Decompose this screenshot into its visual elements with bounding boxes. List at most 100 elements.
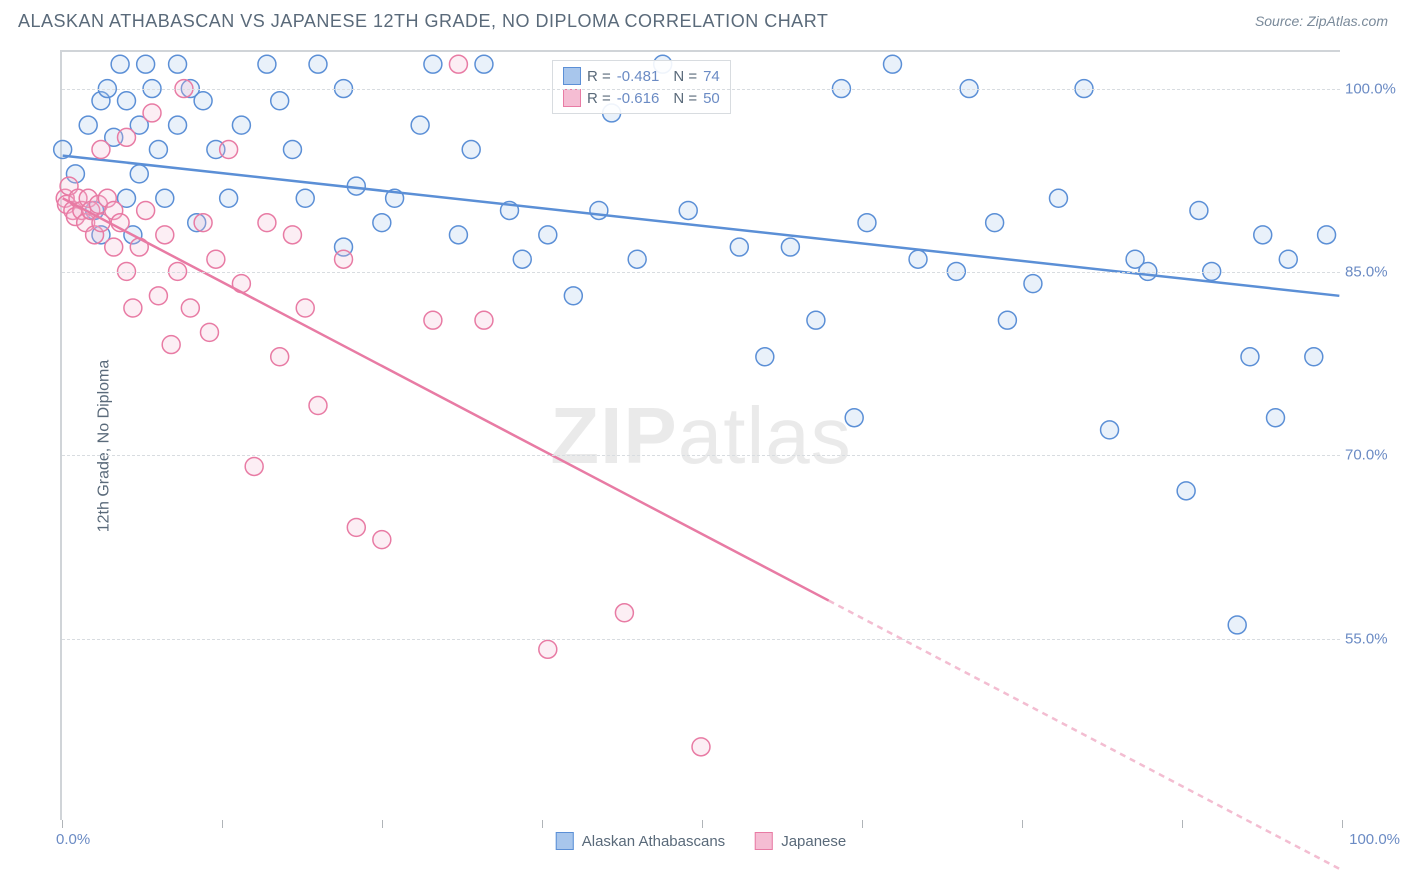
x-tick [862,820,863,828]
scatter-point-japanese [137,201,155,219]
legend-r-value-1: -0.616 [617,90,660,107]
scatter-point-japanese [449,55,467,73]
x-tick [62,820,63,828]
scatter-point-japanese [271,348,289,366]
scatter-point-alaskan_athabascans [137,55,155,73]
scatter-point-alaskan_athabascans [462,141,480,159]
scatter-point-alaskan_athabascans [283,141,301,159]
scatter-point-japanese [149,287,167,305]
legend-swatch-0 [563,67,581,85]
scatter-point-alaskan_athabascans [296,189,314,207]
legend-swatch-1 [563,89,581,107]
x-tick [1022,820,1023,828]
scatter-point-alaskan_athabascans [628,250,646,268]
scatter-point-japanese [105,238,123,256]
scatter-point-japanese [283,226,301,244]
scatter-point-japanese [335,250,353,268]
trend-line-alaskan_athabascans [63,156,1340,296]
scatter-point-alaskan_athabascans [309,55,327,73]
scatter-point-alaskan_athabascans [1318,226,1336,244]
scatter-point-alaskan_athabascans [1241,348,1259,366]
scatter-point-alaskan_athabascans [149,141,167,159]
legend-n-label-0: N = [673,68,697,85]
x-axis-min-label: 0.0% [56,831,90,848]
scatter-point-alaskan_athabascans [111,55,129,73]
scatter-point-alaskan_athabascans [194,92,212,110]
scatter-point-alaskan_athabascans [373,214,391,232]
scatter-point-alaskan_athabascans [590,201,608,219]
scatter-point-alaskan_athabascans [539,226,557,244]
trend-line-japanese [63,198,829,600]
legend-series-item-1: Japanese [755,832,846,850]
scatter-point-alaskan_athabascans [1049,189,1067,207]
scatter-point-alaskan_athabascans [1279,250,1297,268]
scatter-point-japanese [424,311,442,329]
scatter-point-japanese [143,104,161,122]
scatter-point-japanese [539,640,557,658]
scatter-point-alaskan_athabascans [998,311,1016,329]
legend-n-value-1: 50 [703,90,720,107]
scatter-point-alaskan_athabascans [845,409,863,427]
scatter-point-alaskan_athabascans [1305,348,1323,366]
scatter-point-alaskan_athabascans [1024,275,1042,293]
legend-r-label-1: R = [587,90,611,107]
scatter-point-japanese [296,299,314,317]
chart-container: ALASKAN ATHABASCAN VS JAPANESE 12TH GRAD… [0,0,1406,892]
scatter-point-alaskan_athabascans [220,189,238,207]
scatter-point-japanese [162,336,180,354]
legend-series-swatch-1 [755,832,773,850]
scatter-point-alaskan_athabascans [730,238,748,256]
legend-series-swatch-0 [556,832,574,850]
scatter-point-japanese [118,128,136,146]
y-tick-label: 85.0% [1345,264,1405,281]
scatter-point-japanese [92,141,110,159]
y-tick-label: 100.0% [1345,80,1405,97]
legend-series-label-0: Alaskan Athabascans [582,833,725,850]
legend-series: Alaskan Athabascans Japanese [556,832,847,850]
legend-stats-box: R = -0.481 N = 74 R = -0.616 N = 50 [552,60,731,114]
chart-title: ALASKAN ATHABASCAN VS JAPANESE 12TH GRAD… [18,11,828,32]
title-bar: ALASKAN ATHABASCAN VS JAPANESE 12TH GRAD… [0,0,1406,42]
scatter-point-alaskan_athabascans [909,250,927,268]
scatter-point-japanese [475,311,493,329]
legend-n-value-0: 74 [703,68,720,85]
legend-series-label-1: Japanese [781,833,846,850]
x-tick [542,820,543,828]
scatter-point-japanese [615,604,633,622]
scatter-point-alaskan_athabascans [169,55,187,73]
x-tick [1182,820,1183,828]
scatter-point-alaskan_athabascans [884,55,902,73]
trend-line-dashed-japanese [829,601,1340,869]
x-tick [222,820,223,828]
scatter-point-japanese [181,299,199,317]
scatter-point-alaskan_athabascans [475,55,493,73]
legend-r-label-0: R = [587,68,611,85]
legend-stats-row-0: R = -0.481 N = 74 [563,65,720,87]
x-tick [1342,820,1343,828]
gridline-h [62,272,1340,273]
scatter-point-alaskan_athabascans [271,92,289,110]
scatter-point-alaskan_athabascans [986,214,1004,232]
scatter-point-japanese [220,141,238,159]
legend-stats-row-1: R = -0.616 N = 50 [563,87,720,109]
legend-n-label-1: N = [673,90,697,107]
scatter-point-alaskan_athabascans [1177,482,1195,500]
scatter-point-japanese [156,226,174,244]
source-attribution: Source: ZipAtlas.com [1255,13,1388,29]
scatter-point-japanese [309,397,327,415]
scatter-point-alaskan_athabascans [679,201,697,219]
scatter-point-alaskan_athabascans [411,116,429,134]
gridline-h [62,639,1340,640]
scatter-point-alaskan_athabascans [156,189,174,207]
scatter-point-alaskan_athabascans [1101,421,1119,439]
scatter-point-alaskan_athabascans [449,226,467,244]
scatter-point-japanese [207,250,225,268]
scatter-point-alaskan_athabascans [858,214,876,232]
legend-series-item-0: Alaskan Athabascans [556,832,725,850]
scatter-point-japanese [373,531,391,549]
y-tick-label: 70.0% [1345,447,1405,464]
scatter-point-alaskan_athabascans [424,55,442,73]
gridline-h [62,89,1340,90]
x-tick [702,820,703,828]
scatter-point-alaskan_athabascans [232,116,250,134]
